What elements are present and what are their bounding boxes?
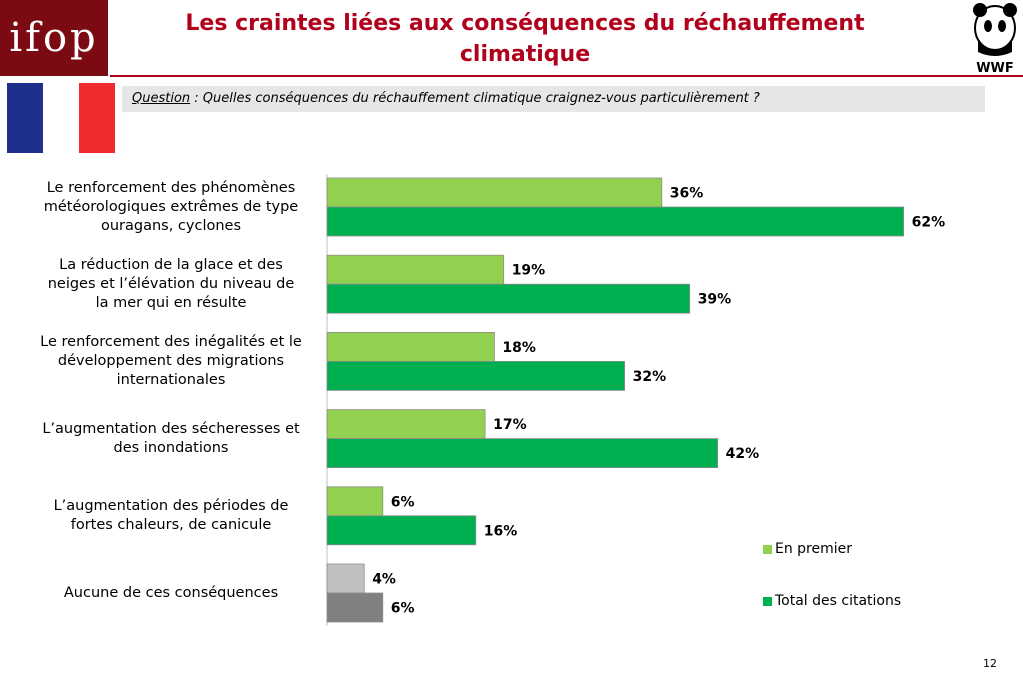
category-label-2-line-2: internationales bbox=[116, 371, 226, 388]
bar-en-premier-4 bbox=[326, 486, 384, 517]
data-label-en-premier-3: 17% bbox=[493, 417, 527, 433]
category-label-3-line-1: des inondations bbox=[113, 439, 229, 456]
legend-swatch-total bbox=[763, 596, 772, 606]
legend-label-en-premier: En premier bbox=[775, 541, 853, 557]
category-label-1-line-0: La réduction de la glace et des bbox=[59, 256, 283, 273]
wwf-logo: WWF bbox=[968, 0, 1023, 76]
legend-item-en-premier: En premier bbox=[763, 541, 852, 557]
question-text: : Quelles conséquences du réchauffement … bbox=[190, 91, 760, 106]
legend-swatch-en-premier bbox=[763, 544, 772, 554]
category-label-2-line-1: développement des migrations bbox=[57, 352, 285, 369]
ifop-logo-text: ifop bbox=[9, 15, 99, 61]
data-label-en-premier-0: 36% bbox=[670, 186, 704, 202]
category-label-0-line-1: météorologiques extrêmes de type bbox=[43, 198, 299, 215]
page-number: 12 bbox=[983, 657, 997, 670]
category-label-1-line-2: la mer qui en résulte bbox=[95, 294, 247, 311]
data-label-en-premier-4: 6% bbox=[391, 494, 415, 510]
question-box: Question : Quelles conséquences du récha… bbox=[122, 86, 985, 112]
page-title-line2: climatique bbox=[459, 42, 591, 67]
category-label-2: Le renforcement des inégalités et le déve… bbox=[35, 333, 307, 390]
bar-total-2 bbox=[326, 360, 626, 391]
category-label-0: Le renforcement des phénomènes météorolog… bbox=[35, 179, 307, 236]
data-label-total-2: 32% bbox=[633, 369, 667, 385]
panda-icon: WWF bbox=[973, 3, 1017, 76]
french-flag bbox=[7, 83, 115, 153]
bar-en-premier-2 bbox=[326, 331, 495, 362]
wwf-logo-text: WWF bbox=[976, 61, 1014, 76]
category-label-3-line-0: L’augmentation des sécheresses et bbox=[42, 420, 300, 437]
question-label: Question bbox=[132, 91, 191, 106]
bar-total-5 bbox=[326, 592, 384, 623]
title-divider bbox=[110, 75, 1023, 77]
page-title: Les craintes liées aux conséquences du r… bbox=[150, 8, 900, 70]
category-label-5: Aucune de ces conséquences bbox=[35, 584, 307, 603]
category-label-0-line-0: Le renforcement des phénomènes bbox=[46, 179, 296, 196]
data-label-total-3: 42% bbox=[726, 446, 760, 462]
category-label-1-line-1: neiges et l’élévation du niveau de bbox=[47, 275, 295, 292]
bar-total-1 bbox=[326, 283, 691, 314]
bar-en-premier-3 bbox=[326, 409, 486, 440]
bar-total-3 bbox=[326, 438, 719, 469]
bar-en-premier-1 bbox=[326, 254, 505, 285]
data-label-en-premier-1: 19% bbox=[512, 263, 546, 279]
data-label-total-1: 39% bbox=[698, 292, 732, 308]
ifop-logo: ifop bbox=[0, 0, 108, 76]
data-label-total-5: 6% bbox=[391, 601, 415, 617]
legend-item-total: Total des citations bbox=[763, 593, 901, 609]
category-label-0-line-2: ouragans, cyclones bbox=[100, 217, 242, 234]
bar-en-premier-0 bbox=[326, 177, 663, 208]
bar-total-0 bbox=[326, 206, 904, 237]
data-label-en-premier-5: 4% bbox=[372, 572, 396, 588]
category-label-2-line-0: Le renforcement des inégalités et le bbox=[40, 333, 302, 350]
page-title-line1: Les craintes liées aux conséquences du r… bbox=[185, 11, 865, 36]
category-label-1: La réduction de la glace et des neiges et… bbox=[35, 256, 307, 313]
category-label-3: L’augmentation des sécheresses et des ino… bbox=[35, 420, 307, 458]
data-label-total-4: 16% bbox=[484, 523, 518, 539]
data-label-en-premier-2: 18% bbox=[502, 340, 536, 356]
category-label-4: L’augmentation des périodes de fortes cha… bbox=[35, 497, 307, 535]
category-label-4-line-1: fortes chaleurs, de canicule bbox=[70, 516, 272, 533]
category-label-4-line-0: L’augmentation des périodes de bbox=[53, 497, 289, 514]
legend-label-total: Total des citations bbox=[775, 593, 902, 609]
bar-en-premier-5 bbox=[326, 563, 365, 594]
category-label-5-line-0: Aucune de ces conséquences bbox=[63, 584, 279, 601]
data-label-total-0: 62% bbox=[912, 215, 946, 231]
bar-total-4 bbox=[326, 515, 477, 546]
